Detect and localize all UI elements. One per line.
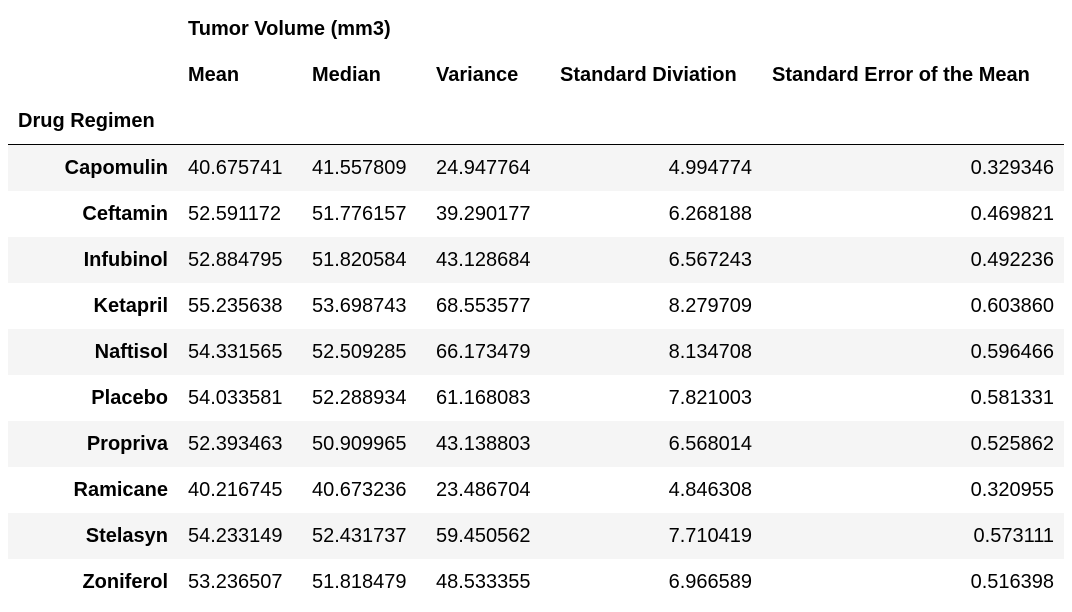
column-header-median: Median [312,64,381,86]
cell-variance: 61.168083 [436,387,531,409]
table-row: Ceftamin 52.591172 51.776157 39.290177 6.268… [8,191,1064,237]
cell-variance: 24.947764 [436,157,531,179]
row-label-drug-regimen: Capomulin [64,157,168,179]
cell-standard-error: 0.516398 [970,571,1054,593]
row-label-drug-regimen: Propriva [86,433,168,455]
summary-statistics-table: Tumor Volume (mm3) Mean Median Variance … [8,6,1064,605]
cell-mean: 40.216745 [188,479,283,501]
cell-standard-deviation: 8.134708 [668,341,752,363]
cell-mean: 52.884795 [188,249,283,271]
cell-standard-error: 0.596466 [970,341,1054,363]
index-row-empty-cell [426,98,550,145]
index-corner-cell [8,6,178,52]
row-label-drug-regimen: Stelasyn [85,525,168,547]
cell-median: 52.431737 [312,525,407,547]
index-row-empty-cell [302,98,426,145]
cell-standard-deviation: 6.567243 [668,249,752,271]
index-row-empty-cell [178,98,302,145]
index-row-empty-cell [550,98,762,145]
cell-median: 52.509285 [312,341,407,363]
column-header-standard-deviation: Standard Diviation [560,64,737,86]
row-label-drug-regimen: Ramicane [73,479,169,501]
cell-standard-error: 0.525862 [970,433,1054,455]
index-name-drug-regimen: Drug Regimen [8,98,178,145]
cell-median: 51.776157 [312,203,407,225]
column-header-row: Mean Median Variance Standard Diviation … [8,52,1064,98]
cell-median: 51.818479 [312,571,407,593]
cell-median: 53.698743 [312,295,407,317]
table-row: Naftisol 54.331565 52.509285 66.173479 8.134… [8,329,1064,375]
column-header-variance: Variance [436,64,519,86]
cell-standard-error: 0.603860 [970,295,1054,317]
cell-mean: 54.331565 [188,341,283,363]
row-label-drug-regimen: Ceftamin [82,203,168,225]
cell-mean: 40.675741 [188,157,283,179]
cell-standard-deviation: 7.710419 [668,525,752,547]
cell-mean: 52.393463 [188,433,283,455]
table-header: Tumor Volume (mm3) Mean Median Variance … [8,6,1064,145]
table-row: Ketapril 55.235638 53.698743 68.553577 8.279… [8,283,1064,329]
table-row: Ramicane 40.216745 40.673236 23.486704 4.846… [8,467,1064,513]
cell-variance: 23.486704 [436,479,531,501]
cell-standard-deviation: 6.966589 [668,571,752,593]
cell-mean: 54.033581 [188,387,283,409]
table-row: Capomulin 40.675741 41.557809 24.947764 4.99… [8,144,1064,191]
cell-standard-error: 0.573111 [973,525,1054,547]
cell-standard-deviation: 6.268188 [668,203,752,225]
cell-variance: 48.533355 [436,571,531,593]
cell-standard-deviation: 4.994774 [668,157,752,179]
row-label-drug-regimen: Naftisol [94,341,168,363]
column-header-spacer [8,52,178,98]
cell-median: 40.673236 [312,479,407,501]
table-row: Infubinol 52.884795 51.820584 43.128684 6.56… [8,237,1064,283]
summary-table-container: Tumor Volume (mm3) Mean Median Variance … [8,6,1064,605]
cell-variance: 59.450562 [436,525,531,547]
table-row: Propriva 52.393463 50.909965 43.138803 6.568… [8,421,1064,467]
group-header-row: Tumor Volume (mm3) [8,6,1064,52]
cell-standard-deviation: 6.568014 [668,433,752,455]
group-header-tumor-volume: Tumor Volume (mm3) [188,18,391,40]
cell-standard-error: 0.320955 [970,479,1054,501]
cell-standard-error: 0.581331 [970,387,1054,409]
cell-median: 51.820584 [312,249,407,271]
cell-variance: 43.128684 [436,249,531,271]
cell-standard-deviation: 7.821003 [668,387,752,409]
cell-standard-deviation: 8.279709 [668,295,752,317]
cell-mean: 52.591172 [188,203,282,225]
cell-variance: 66.173479 [436,341,531,363]
index-row-empty-cell [762,98,1064,145]
cell-mean: 53.236507 [188,571,283,593]
cell-variance: 68.553577 [436,295,531,317]
cell-median: 41.557809 [312,157,407,179]
table-row: Placebo 54.033581 52.288934 61.168083 7.8210… [8,375,1064,421]
cell-standard-error: 0.492236 [970,249,1054,271]
table-row: Stelasyn 54.233149 52.431737 59.450562 7.710… [8,513,1064,559]
row-label-drug-regimen: Placebo [91,387,168,409]
column-header-mean: Mean [188,64,240,86]
cell-variance: 43.138803 [436,433,531,455]
cell-standard-error: 0.329346 [970,157,1054,179]
column-header-standard-error: Standard Error of the Mean [772,64,1030,86]
cell-standard-error: 0.469821 [970,203,1054,225]
cell-median: 50.909965 [312,433,407,455]
table-body: Capomulin 40.675741 41.557809 24.947764 4.99… [8,144,1064,605]
cell-median: 52.288934 [312,387,407,409]
cell-mean: 54.233149 [188,525,283,547]
cell-standard-deviation: 4.846308 [668,479,752,501]
row-label-drug-regimen: Zoniferol [82,571,168,593]
table-row: Zoniferol 53.236507 51.818479 48.533355 6.96… [8,559,1064,605]
row-label-drug-regimen: Infubinol [83,249,168,271]
index-name-row: Drug Regimen [8,98,1064,145]
cell-variance: 39.290177 [436,203,531,225]
cell-mean: 55.235638 [188,295,283,317]
row-label-drug-regimen: Ketapril [93,295,168,317]
